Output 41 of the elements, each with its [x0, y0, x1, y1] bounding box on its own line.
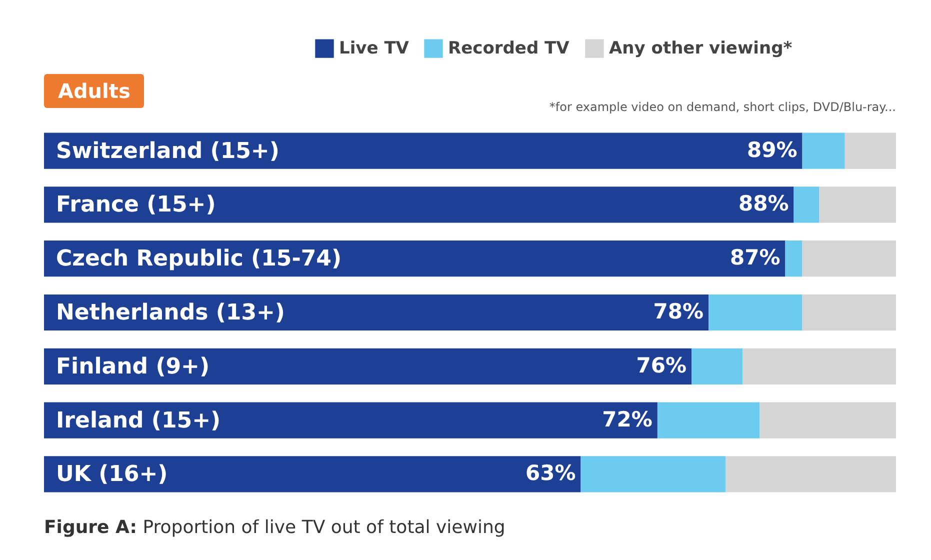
chart-title: Adults	[44, 74, 144, 108]
bar	[692, 348, 743, 384]
bar	[802, 294, 896, 331]
legend-label: Live TV	[339, 38, 410, 59]
text: *for example video on demand, short clips, DVD/Blu-ray...	[549, 100, 896, 114]
bar	[580, 456, 726, 492]
bar	[844, 132, 896, 169]
bar	[44, 348, 692, 384]
bar	[44, 240, 786, 277]
data-label: 87%	[730, 246, 780, 270]
bar	[802, 132, 845, 169]
bar	[44, 456, 581, 492]
text: Figure A: Proportion of live TV out of total viewing	[44, 517, 506, 538]
bar	[760, 402, 896, 438]
bar	[44, 132, 802, 169]
legend-label: Recorded TV	[448, 38, 570, 59]
y-tick-label: Czech Republic (15-74)	[56, 246, 342, 272]
y-tick-label: Ireland (15+)	[56, 408, 221, 434]
bar	[785, 240, 802, 277]
data-label: 89%	[747, 138, 798, 162]
bar	[802, 240, 896, 277]
y-tick-label: Netherlands (13+)	[56, 300, 285, 326]
bar	[44, 294, 709, 331]
y-tick-label: France (15+)	[56, 192, 216, 218]
bar	[819, 186, 896, 223]
bar	[742, 348, 896, 384]
y-tick-label: UK (16+)	[56, 462, 168, 488]
bar	[657, 402, 760, 438]
bar	[44, 402, 658, 438]
data-label: 78%	[653, 300, 704, 324]
bar	[726, 456, 896, 492]
legend-label: Any other viewing*	[609, 38, 792, 59]
y-tick-label: Finland (9+)	[56, 354, 210, 380]
bar	[708, 294, 802, 331]
y-tick-label: Switzerland (15+)	[56, 138, 280, 164]
data-label: 76%	[636, 353, 687, 378]
data-label: 88%	[738, 192, 789, 216]
data-label: 63%	[525, 461, 576, 486]
bar	[44, 186, 794, 223]
bar	[794, 186, 820, 223]
data-label: 72%	[602, 407, 652, 432]
